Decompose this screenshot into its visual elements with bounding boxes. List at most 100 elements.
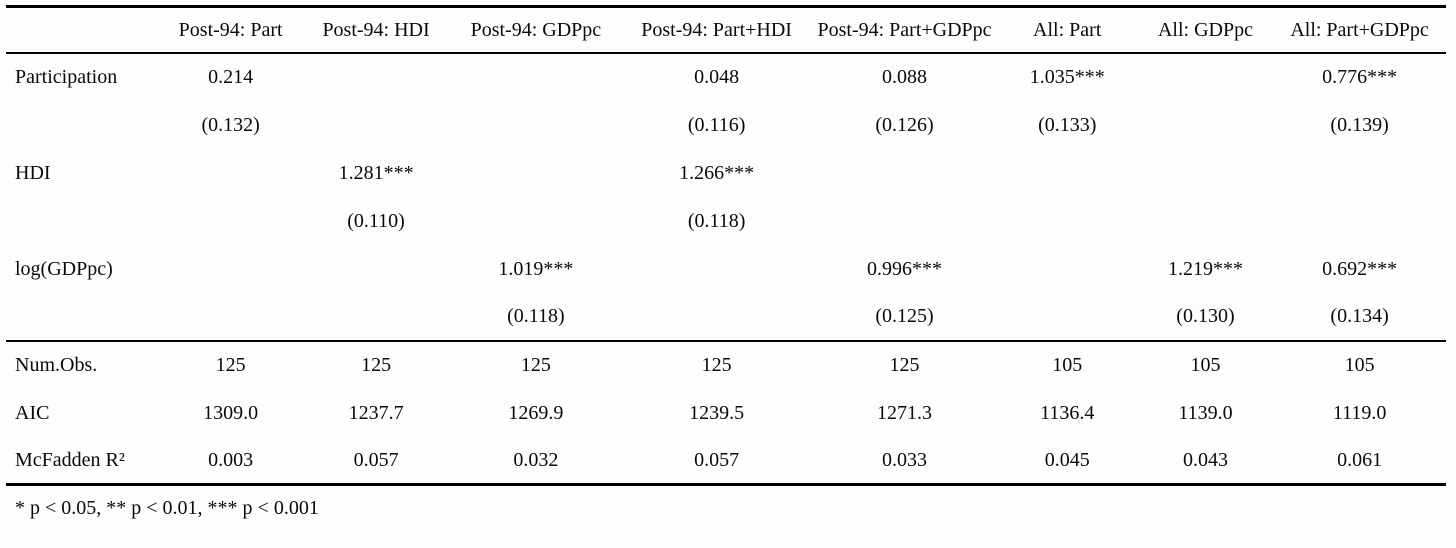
row-label: Participation [15,66,118,88]
column-header-all-gdppc: All: GDPpc [1157,18,1253,41]
coef-cell [1273,149,1446,197]
regression-table-page: Post-94: Part Post-94: HDI Post-94: GDPp… [0,5,1456,548]
coef-cell: 0.214 [208,66,254,88]
row-label: McFadden R² [15,448,125,471]
estimate-row-participation: Participation 0.214 0.048 0.088 1.035***… [6,53,1446,101]
coef-cell [1138,53,1273,101]
stderr-cell [1138,197,1273,245]
row-label-empty [6,293,160,341]
coef-cell [451,149,621,197]
stderr-cell: (0.133) [1038,113,1097,136]
stat-cell: 0.045 [1044,448,1090,471]
coef-cell [160,245,301,293]
stat-row-mcfadden-r2: McFadden R² 0.003 0.057 0.032 0.057 0.03… [6,437,1446,485]
stderr-cell [451,197,621,245]
row-label: Num.Obs. [15,354,98,376]
stderr-cell: (0.134) [1330,305,1389,327]
stat-cell: 1136.4 [1040,401,1095,424]
estimate-row-log-gdppc: log(GDPpc) 1.019*** 0.996*** 1.219*** 0.… [6,245,1446,293]
stat-cell: 1237.7 [348,401,404,424]
stat-cell: 1119.0 [1332,401,1387,424]
coef-cell [1138,149,1273,197]
column-header-post94-part: Post-94: Part [178,18,283,41]
stderr-row-participation: (0.132) (0.116) (0.126) (0.133) (0.139) [6,101,1446,149]
row-label: HDI [15,161,51,184]
stat-cell: 0.003 [208,448,254,471]
column-header-post94-gdppc: Post-94: GDPpc [470,18,602,41]
coef-cell: 1.035*** [1029,66,1105,88]
stat-cell: 1269.9 [508,401,564,424]
stat-cell: 0.032 [513,448,559,471]
stat-cell: 125 [701,354,732,376]
coef-cell: 0.996*** [867,257,943,280]
stat-cell: 105 [1052,354,1083,376]
stderr-cell: (0.110) [347,209,405,232]
row-label-empty [6,197,160,245]
stat-cell: 105 [1344,354,1375,376]
stderr-cell [301,293,451,341]
coef-cell: 0.088 [882,66,928,88]
stat-cell: 1309.0 [203,401,259,424]
stat-cell: 0.033 [882,448,928,471]
stderr-cell: (0.126) [875,113,934,136]
coef-cell: 1.019*** [498,257,574,280]
header-row: Post-94: Part Post-94: HDI Post-94: GDPp… [6,7,1446,53]
coef-cell [301,53,451,101]
stat-cell: 0.043 [1182,448,1228,471]
stat-cell: 125 [520,354,551,376]
regression-results-table: Post-94: Part Post-94: HDI Post-94: GDPp… [6,5,1446,486]
column-header-all-part-gdppc: All: Part+GDPpc [1290,18,1429,41]
coef-cell: 1.219*** [1167,257,1243,280]
coef-cell [451,53,621,101]
row-label: AIC [15,401,50,424]
stat-cell: 125 [215,354,246,376]
stat-cell: 0.057 [353,448,399,471]
stderr-cell [1273,197,1446,245]
stat-cell: 0.057 [694,448,740,471]
stat-row-num-obs: Num.Obs. 125 125 125 125 125 105 105 105 [6,341,1446,389]
stderr-cell [160,293,301,341]
row-label-empty [6,101,160,149]
coef-cell [997,149,1138,197]
stderr-cell: (0.118) [687,209,746,232]
coef-cell [812,149,996,197]
stderr-cell: (0.132) [201,113,260,136]
stderr-cell: (0.116) [687,113,746,136]
stderr-cell [621,293,813,341]
column-header-rowlabel [6,7,160,53]
stderr-cell [997,293,1138,341]
column-header-post94-part-hdi: Post-94: Part+HDI [641,18,792,41]
stderr-cell [997,197,1138,245]
coef-cell: 0.776*** [1322,66,1398,88]
coef-cell: 1.281*** [338,161,414,184]
coef-cell: 0.048 [694,66,740,88]
stderr-cell: (0.139) [1330,113,1389,136]
column-header-post94-hdi: Post-94: HDI [322,18,430,41]
stat-cell: 1271.3 [877,401,933,424]
stderr-cell [451,101,621,149]
stderr-row-hdi: (0.110) (0.118) [6,197,1446,245]
stat-cell: 1239.5 [689,401,745,424]
stderr-cell [301,101,451,149]
stderr-cell: (0.118) [507,305,565,327]
stderr-cell [1138,101,1273,149]
stderr-cell: (0.130) [1176,305,1235,327]
stderr-cell [160,197,301,245]
coef-cell [997,245,1138,293]
stat-cell: 125 [889,354,920,376]
stderr-row-log-gdppc: (0.118) (0.125) (0.130) (0.134) [6,293,1446,341]
stat-cell: 105 [1190,354,1221,376]
estimate-row-hdi: HDI 1.281*** 1.266*** [6,149,1446,197]
stat-cell: 125 [361,354,392,376]
column-header-post94-part-gdppc: Post-94: Part+GDPpc [817,18,992,41]
coef-cell: 1.266*** [679,161,755,184]
column-header-all-part: All: Part [1033,18,1102,41]
stderr-cell [812,197,996,245]
coef-cell: 0.692*** [1322,257,1398,280]
stat-row-aic: AIC 1309.0 1237.7 1269.9 1239.5 1271.3 1… [6,389,1446,437]
stderr-cell: (0.125) [875,305,934,327]
row-label: log(GDPpc) [15,257,113,280]
significance-footnote: * p < 0.05, ** p < 0.01, *** p < 0.001 [15,497,319,519]
stat-cell: 1139.0 [1178,401,1233,424]
stat-cell: 0.061 [1337,448,1383,471]
